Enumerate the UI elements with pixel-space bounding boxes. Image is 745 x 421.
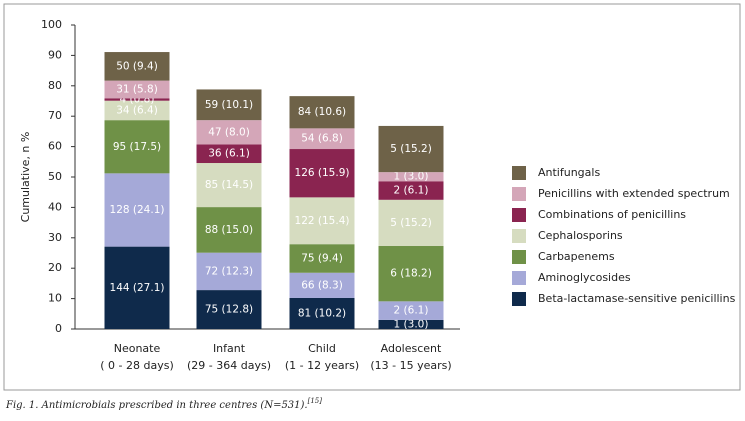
legend-swatch bbox=[512, 187, 526, 201]
caption-text: Fig. 1. Antimicrobials prescribed in thr… bbox=[5, 400, 308, 411]
bar-segment bbox=[378, 319, 444, 329]
y-tick-label: 50 bbox=[48, 170, 62, 183]
data-label: 84 (10.6) bbox=[298, 106, 346, 118]
x-tick-label: Neonate bbox=[114, 342, 161, 355]
bar-segment bbox=[196, 290, 262, 329]
bar-segment bbox=[196, 144, 262, 164]
bar-segment bbox=[104, 246, 170, 329]
x-tick-label: Child bbox=[308, 342, 336, 355]
data-label: 1 (3.0) bbox=[394, 171, 429, 183]
x-tick-sublabel: (13 - 15 years) bbox=[370, 359, 451, 372]
bar-segment bbox=[289, 197, 355, 245]
data-label: 6 (18.2) bbox=[390, 268, 432, 280]
data-label: 81 (10.2) bbox=[298, 307, 346, 319]
legend-label: Combinations of penicillins bbox=[538, 208, 686, 221]
caption-ref: [15] bbox=[308, 397, 323, 405]
bar-segment bbox=[378, 301, 444, 320]
data-label: 144 (27.1) bbox=[110, 282, 165, 294]
y-tick-label: 20 bbox=[48, 261, 62, 274]
data-label: 59 (10.1) bbox=[205, 99, 253, 111]
x-tick-sublabel: (1 - 12 years) bbox=[285, 359, 359, 372]
x-tick-label: Adolescent bbox=[381, 342, 442, 355]
bar-segment bbox=[378, 181, 444, 200]
legend-label: Cephalosporins bbox=[538, 229, 623, 242]
y-tick-label: 30 bbox=[48, 231, 62, 244]
bar-segment bbox=[289, 128, 355, 150]
data-label: 34 (6.4) bbox=[116, 104, 158, 116]
data-label: 2 (6.1) bbox=[394, 185, 429, 197]
bar-segment bbox=[104, 80, 170, 99]
bar-segment bbox=[196, 207, 262, 253]
data-label: 54 (6.8) bbox=[301, 133, 343, 145]
data-label: 88 (15.0) bbox=[205, 224, 253, 236]
data-label: 85 (14.5) bbox=[205, 179, 253, 191]
legend-swatch bbox=[512, 208, 526, 222]
x-tick-sublabel: (29 - 364 days) bbox=[187, 359, 271, 372]
data-label: 2 (6.1) bbox=[394, 305, 429, 317]
bar-segment bbox=[196, 120, 262, 145]
bar-segment bbox=[104, 98, 170, 101]
legend-label: Aminoglycosides bbox=[538, 271, 631, 284]
legend-swatch bbox=[512, 166, 526, 180]
data-label: 128 (24.1) bbox=[110, 204, 165, 216]
x-tick-sublabel: ( 0 - 28 days) bbox=[100, 359, 174, 372]
data-label: 75 (12.8) bbox=[205, 304, 253, 316]
bar-segment bbox=[378, 172, 444, 182]
data-label: 66 (8.3) bbox=[301, 279, 343, 291]
bar-segment bbox=[104, 100, 170, 121]
data-label: 47 (8.0) bbox=[208, 126, 250, 138]
frame bbox=[3, 3, 741, 391]
bar-segment bbox=[196, 252, 262, 291]
legend-swatch bbox=[512, 229, 526, 243]
legend-label: Beta-lactamase-sensitive penicillins bbox=[538, 292, 736, 305]
legend-label: Carbapenems bbox=[538, 250, 615, 263]
bar-segment bbox=[196, 163, 262, 208]
data-label: 126 (15.9) bbox=[295, 167, 350, 179]
legend-label: Antifungals bbox=[538, 166, 600, 179]
data-label: 72 (12.3) bbox=[205, 265, 253, 277]
data-label: 36 (6.1) bbox=[208, 148, 250, 160]
bar-segment bbox=[289, 272, 355, 298]
y-tick-label: 100 bbox=[41, 18, 62, 31]
y-tick-label: 70 bbox=[48, 109, 62, 122]
bar-segment bbox=[104, 173, 170, 247]
bar-segment bbox=[104, 52, 170, 81]
data-label: 50 (9.4) bbox=[116, 60, 158, 72]
bar-segment bbox=[104, 120, 170, 174]
bar-segment bbox=[196, 89, 262, 121]
bar-segment bbox=[378, 246, 444, 302]
bar-segment bbox=[289, 244, 355, 273]
y-tick-label: 40 bbox=[48, 200, 62, 213]
bar-segment bbox=[289, 96, 355, 129]
bar-segment bbox=[289, 297, 355, 329]
y-tick-label: 60 bbox=[48, 140, 62, 153]
y-tick-label: 10 bbox=[48, 292, 62, 305]
x-tick-label: Infant bbox=[213, 342, 246, 355]
bar-segment bbox=[378, 125, 444, 173]
data-label: 122 (15.4) bbox=[295, 215, 350, 227]
y-tick-label: 90 bbox=[48, 48, 62, 61]
data-label: 5 (15.2) bbox=[390, 143, 432, 155]
y-tick-label: 80 bbox=[48, 79, 62, 92]
data-label: 1 (3.0) bbox=[394, 318, 429, 330]
legend-swatch bbox=[512, 250, 526, 264]
data-label: 31 (5.8) bbox=[116, 83, 158, 95]
y-axis-label: Cumulative, n % bbox=[19, 132, 32, 223]
caption: Fig. 1. Antimicrobials prescribed in thr… bbox=[5, 397, 322, 411]
data-label: 75 (9.4) bbox=[301, 252, 343, 264]
legend-label: Penicillins with extended spectrum bbox=[538, 187, 730, 200]
y-tick-label: 0 bbox=[55, 322, 62, 335]
legend-swatch bbox=[512, 292, 526, 306]
data-label: 5 (15.2) bbox=[390, 217, 432, 229]
bar-segment bbox=[378, 199, 444, 247]
legend-swatch bbox=[512, 271, 526, 285]
data-label: 95 (17.5) bbox=[113, 141, 161, 153]
bar-segment bbox=[289, 149, 355, 198]
